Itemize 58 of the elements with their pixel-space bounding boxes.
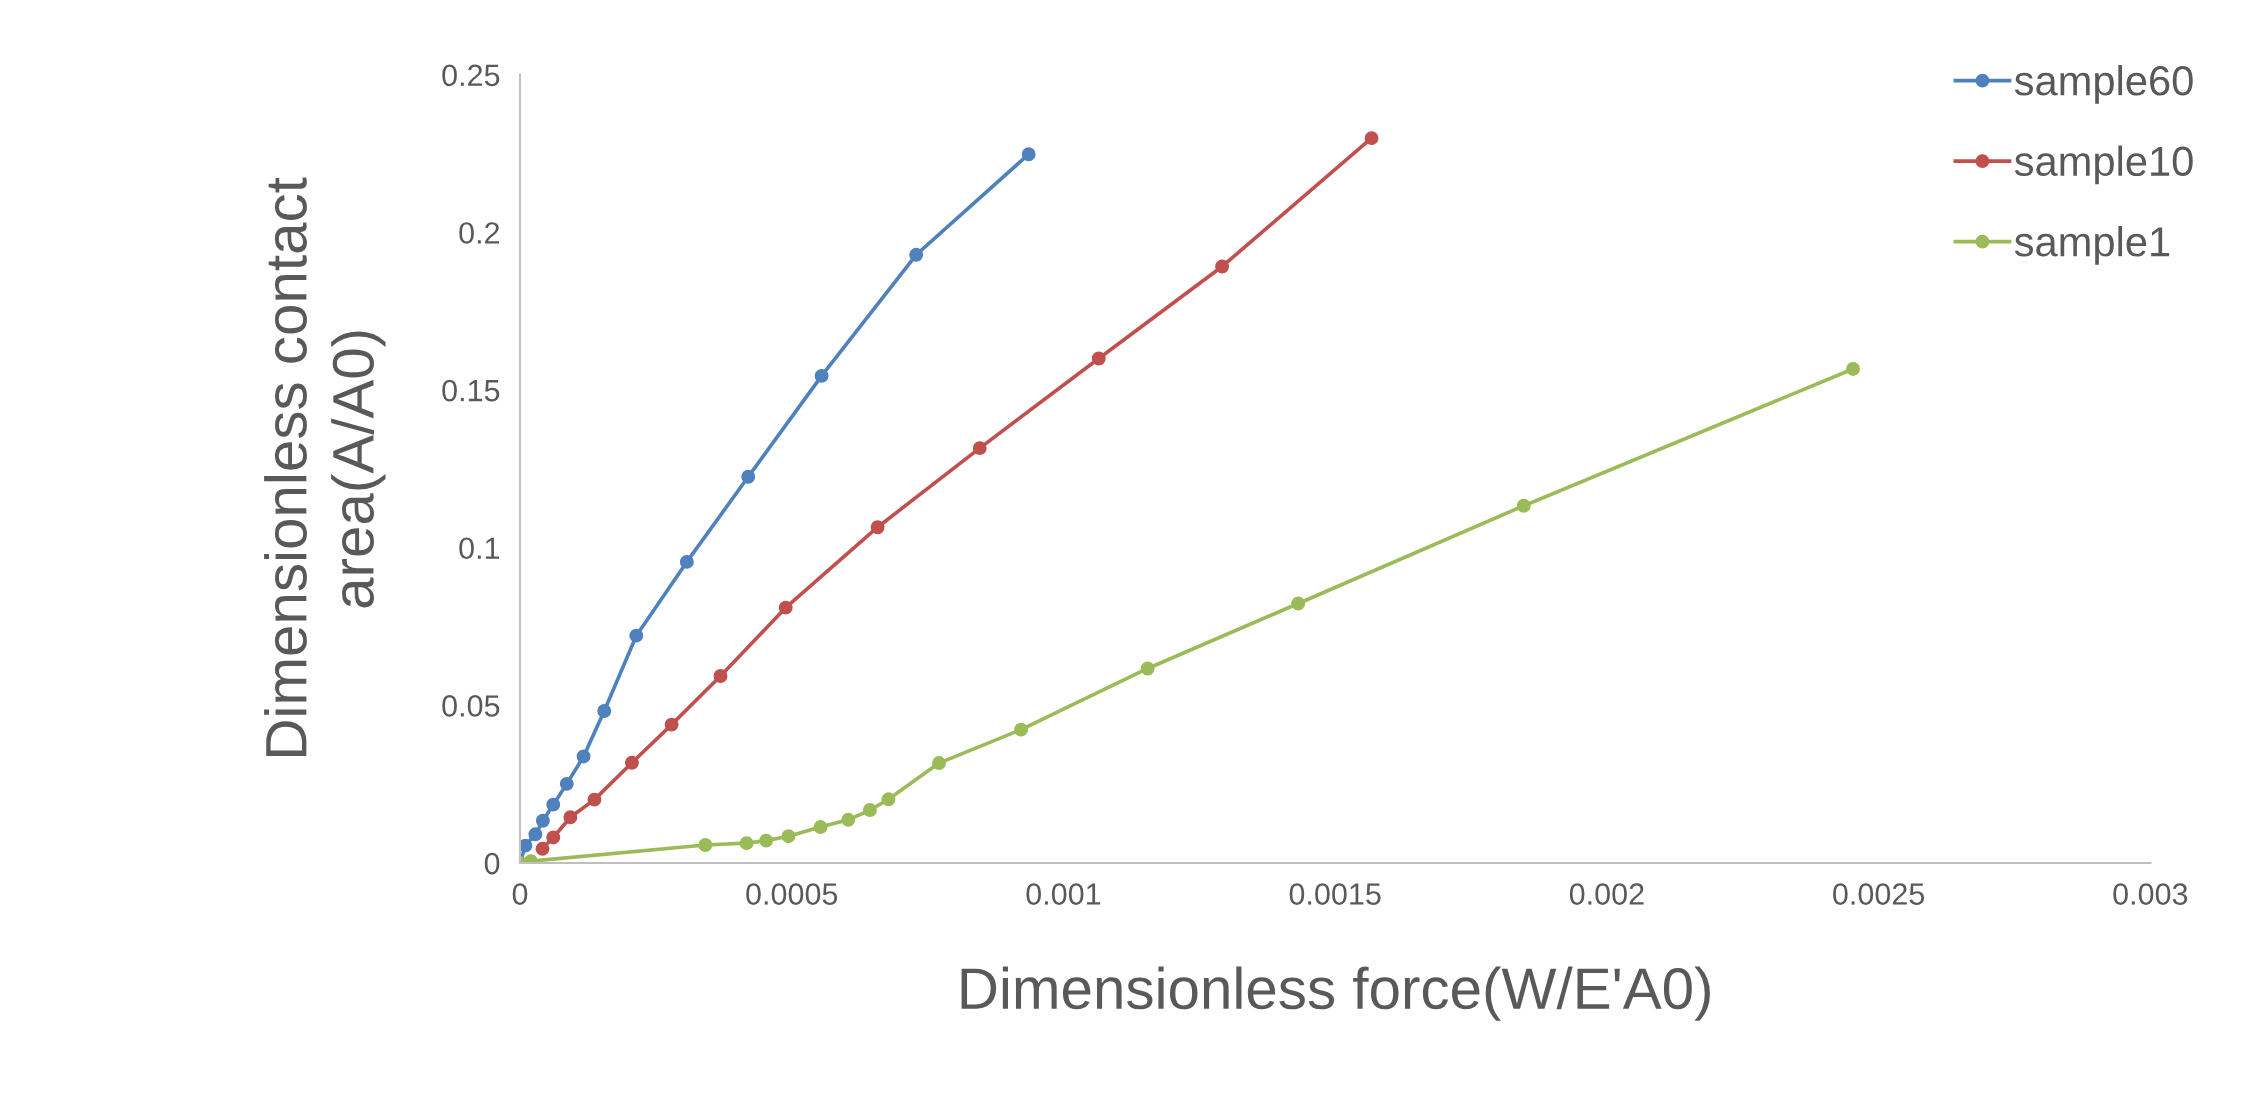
x-tick-label: 0.0015: [1289, 883, 1381, 905]
point: [841, 812, 856, 827]
point: [1516, 498, 1531, 513]
point: [587, 792, 602, 807]
point: [1846, 361, 1861, 376]
point: [1215, 259, 1230, 274]
legend-label: sample1: [2014, 225, 2170, 265]
legend-label: sample10: [2014, 145, 2193, 185]
point: [576, 749, 591, 764]
point: [759, 833, 774, 848]
point: [1091, 351, 1106, 366]
point: [563, 810, 578, 825]
point: [781, 829, 796, 844]
y-tick-label: 0.05: [442, 695, 500, 717]
point: [932, 756, 946, 771]
x-tick-label: 0.0005: [746, 883, 838, 905]
point: [1140, 661, 1155, 676]
y-tick-label: 0.1: [459, 537, 500, 560]
y-tick-label: 0.25: [442, 64, 500, 87]
point: [535, 813, 550, 828]
legend-label: sample60: [2014, 64, 2193, 104]
point: [629, 628, 644, 643]
point: [870, 520, 885, 535]
point: [679, 554, 694, 569]
point: [778, 600, 793, 615]
point: [1014, 722, 1028, 737]
point: [739, 836, 754, 851]
point: [1021, 147, 1036, 162]
point: [520, 838, 533, 853]
y-tick-label: 0: [484, 852, 500, 875]
point: [863, 803, 877, 817]
point: [814, 368, 829, 383]
point: [972, 441, 987, 456]
x-tick-label: 0: [512, 883, 528, 905]
point: [546, 830, 561, 845]
point: [741, 469, 756, 484]
x-tick-label: 0.003: [2113, 883, 2188, 905]
y-axis-title: Dimensionless contact area(A/A0): [264, 177, 386, 756]
x-tick-label: 0.002: [1569, 883, 1644, 905]
point: [713, 669, 728, 683]
x-tick-label: 0.001: [1026, 883, 1101, 905]
point: [813, 820, 828, 835]
point: [698, 838, 713, 852]
point: [881, 792, 896, 807]
point: [546, 797, 561, 812]
y-tick-label: 0.15: [442, 379, 500, 402]
point: [597, 704, 612, 718]
x-axis-title: Dimensionless force(W/E'A0): [961, 966, 1710, 1021]
point: [909, 247, 924, 262]
point: [559, 776, 574, 791]
y-tick-label: 0.2: [459, 222, 500, 244]
point: [625, 755, 639, 770]
point: [664, 717, 679, 732]
x-tick-label: 0.0025: [1833, 883, 1925, 905]
point: [528, 827, 543, 842]
point: [535, 841, 550, 856]
point: [1291, 596, 1306, 611]
point: [1364, 131, 1379, 146]
